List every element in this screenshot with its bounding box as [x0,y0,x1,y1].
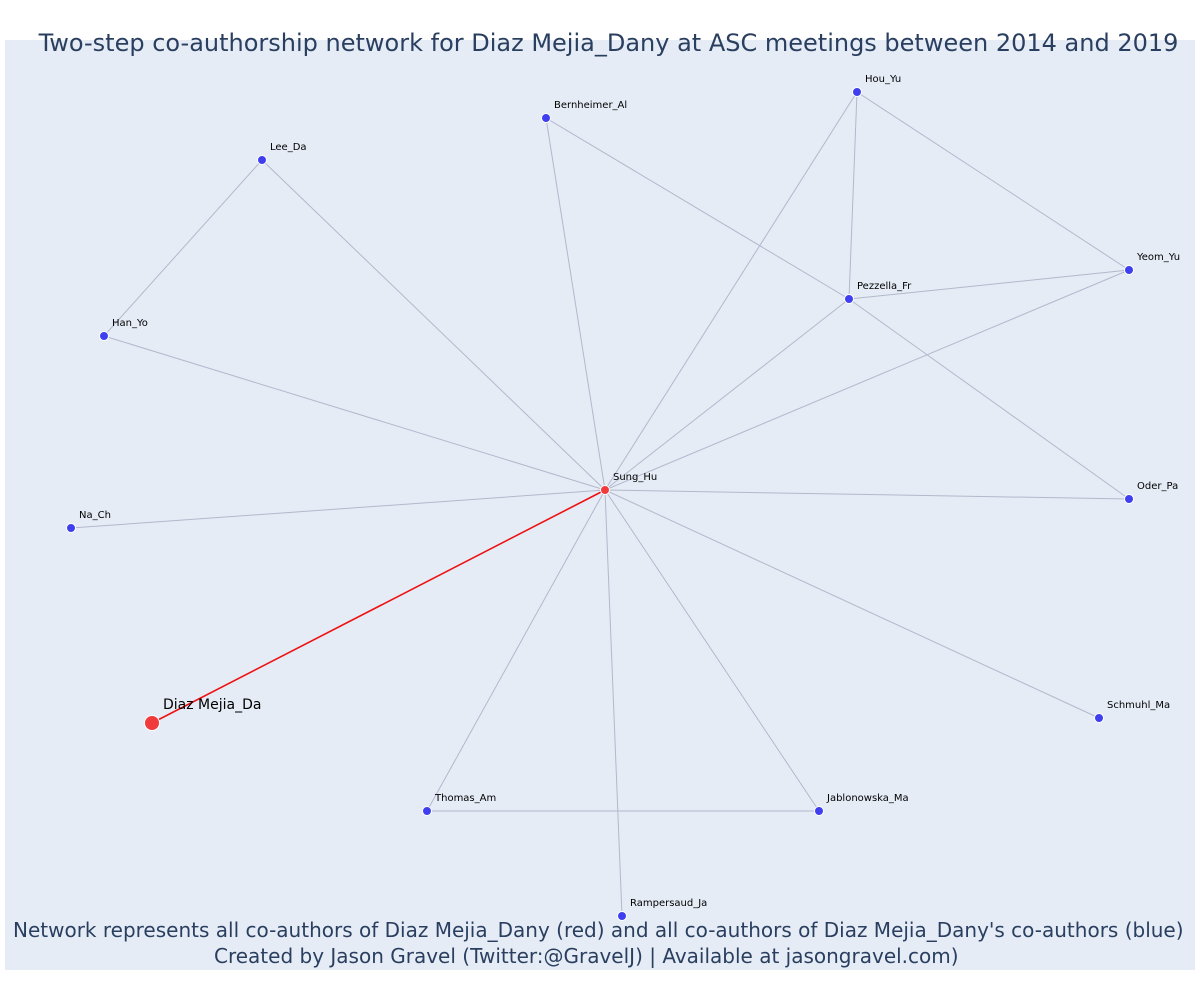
node-jablonowska-ma[interactable] [814,806,824,816]
node-label-schmuhl-ma: Schmuhl_Ma [1107,700,1170,711]
nodes-layer [66,87,1134,921]
node-bernheimer-al[interactable] [541,113,551,123]
edge-diaz-mejia-da-sung-hu [151,489,606,724]
edge-sung-hu-yeom-yu [604,269,1130,491]
node-oder-pa[interactable] [1124,494,1134,504]
node-yeom-yu[interactable] [1124,265,1134,275]
edge-sung-hu-schmuhl-ma [604,489,1100,719]
edge-sung-hu-pezzella-fr [604,298,850,491]
edge-sung-hu-lee-da [261,159,606,491]
node-label-lee-da: Lee_Da [270,142,307,153]
edge-pezzella-fr-yeom-yu [848,269,1130,300]
edge-hou-yu-pezzella-fr [848,91,858,300]
edge-lee-da-han-yo [103,159,263,337]
node-label-diaz-mejia-da: Diaz Mejia_Da [163,697,261,713]
node-diaz-mejia-da[interactable] [144,715,160,731]
node-label-pezzella-fr: Pezzella_Fr [857,281,912,292]
edge-sung-hu-oder-pa [604,489,1130,500]
caption-line-1: Network represents all co-authors of Dia… [13,918,1184,942]
node-pezzella-fr[interactable] [844,294,854,304]
node-schmuhl-ma[interactable] [1094,713,1104,723]
edge-sung-hu-rampersaud-ja [604,489,623,917]
plot-area [5,40,1195,970]
node-label-oder-pa: Oder_Pa [1137,481,1178,492]
node-hou-yu[interactable] [852,87,862,97]
node-rampersaud-ja[interactable] [617,911,627,921]
edge-pezzella-fr-oder-pa [848,298,1130,500]
edge-sung-hu-thomas-am [426,489,606,812]
node-label-jablonowska-ma: Jablonowska_Ma [826,793,909,804]
labels-layer: Diaz Mejia_Da Sung_Hu Hou_Yu Bernheimer_Al L… [79,74,1180,909]
edge-hou-yu-yeom-yu [856,91,1130,271]
node-thomas-am[interactable] [422,806,432,816]
caption-line-2: Created by Jason Gravel (Twitter:@Gravel… [214,944,959,968]
edge-sung-hu-han-yo [103,335,606,491]
node-label-sung-hu: Sung_Hu [613,472,657,483]
node-label-bernheimer-al: Bernheimer_Al [554,100,627,111]
edge-sung-hu-hou-yu [604,91,858,491]
node-label-rampersaud-ja: Rampersaud_Ja [630,898,707,909]
node-label-hou-yu: Hou_Yu [865,74,901,85]
node-sung-hu[interactable] [600,485,610,495]
edge-sung-hu-na-ch [70,489,606,529]
edges-layer [70,91,1130,917]
edge-bernheimer-al-pezzella-fr [545,117,850,300]
node-label-thomas-am: Thomas_Am [434,793,496,804]
node-label-han-yo: Han_Yo [112,318,148,329]
node-label-na-ch: Na_Ch [79,510,111,521]
node-lee-da[interactable] [257,155,267,165]
node-na-ch[interactable] [66,523,76,533]
chart-title: Two-step co-authorship network for Diaz … [38,29,1179,57]
edge-sung-hu-jablonowska-ma [604,489,820,812]
edge-sung-hu-bernheimer-al [545,117,606,491]
node-han-yo[interactable] [99,331,109,341]
node-label-yeom-yu: Yeom_Yu [1136,252,1180,263]
